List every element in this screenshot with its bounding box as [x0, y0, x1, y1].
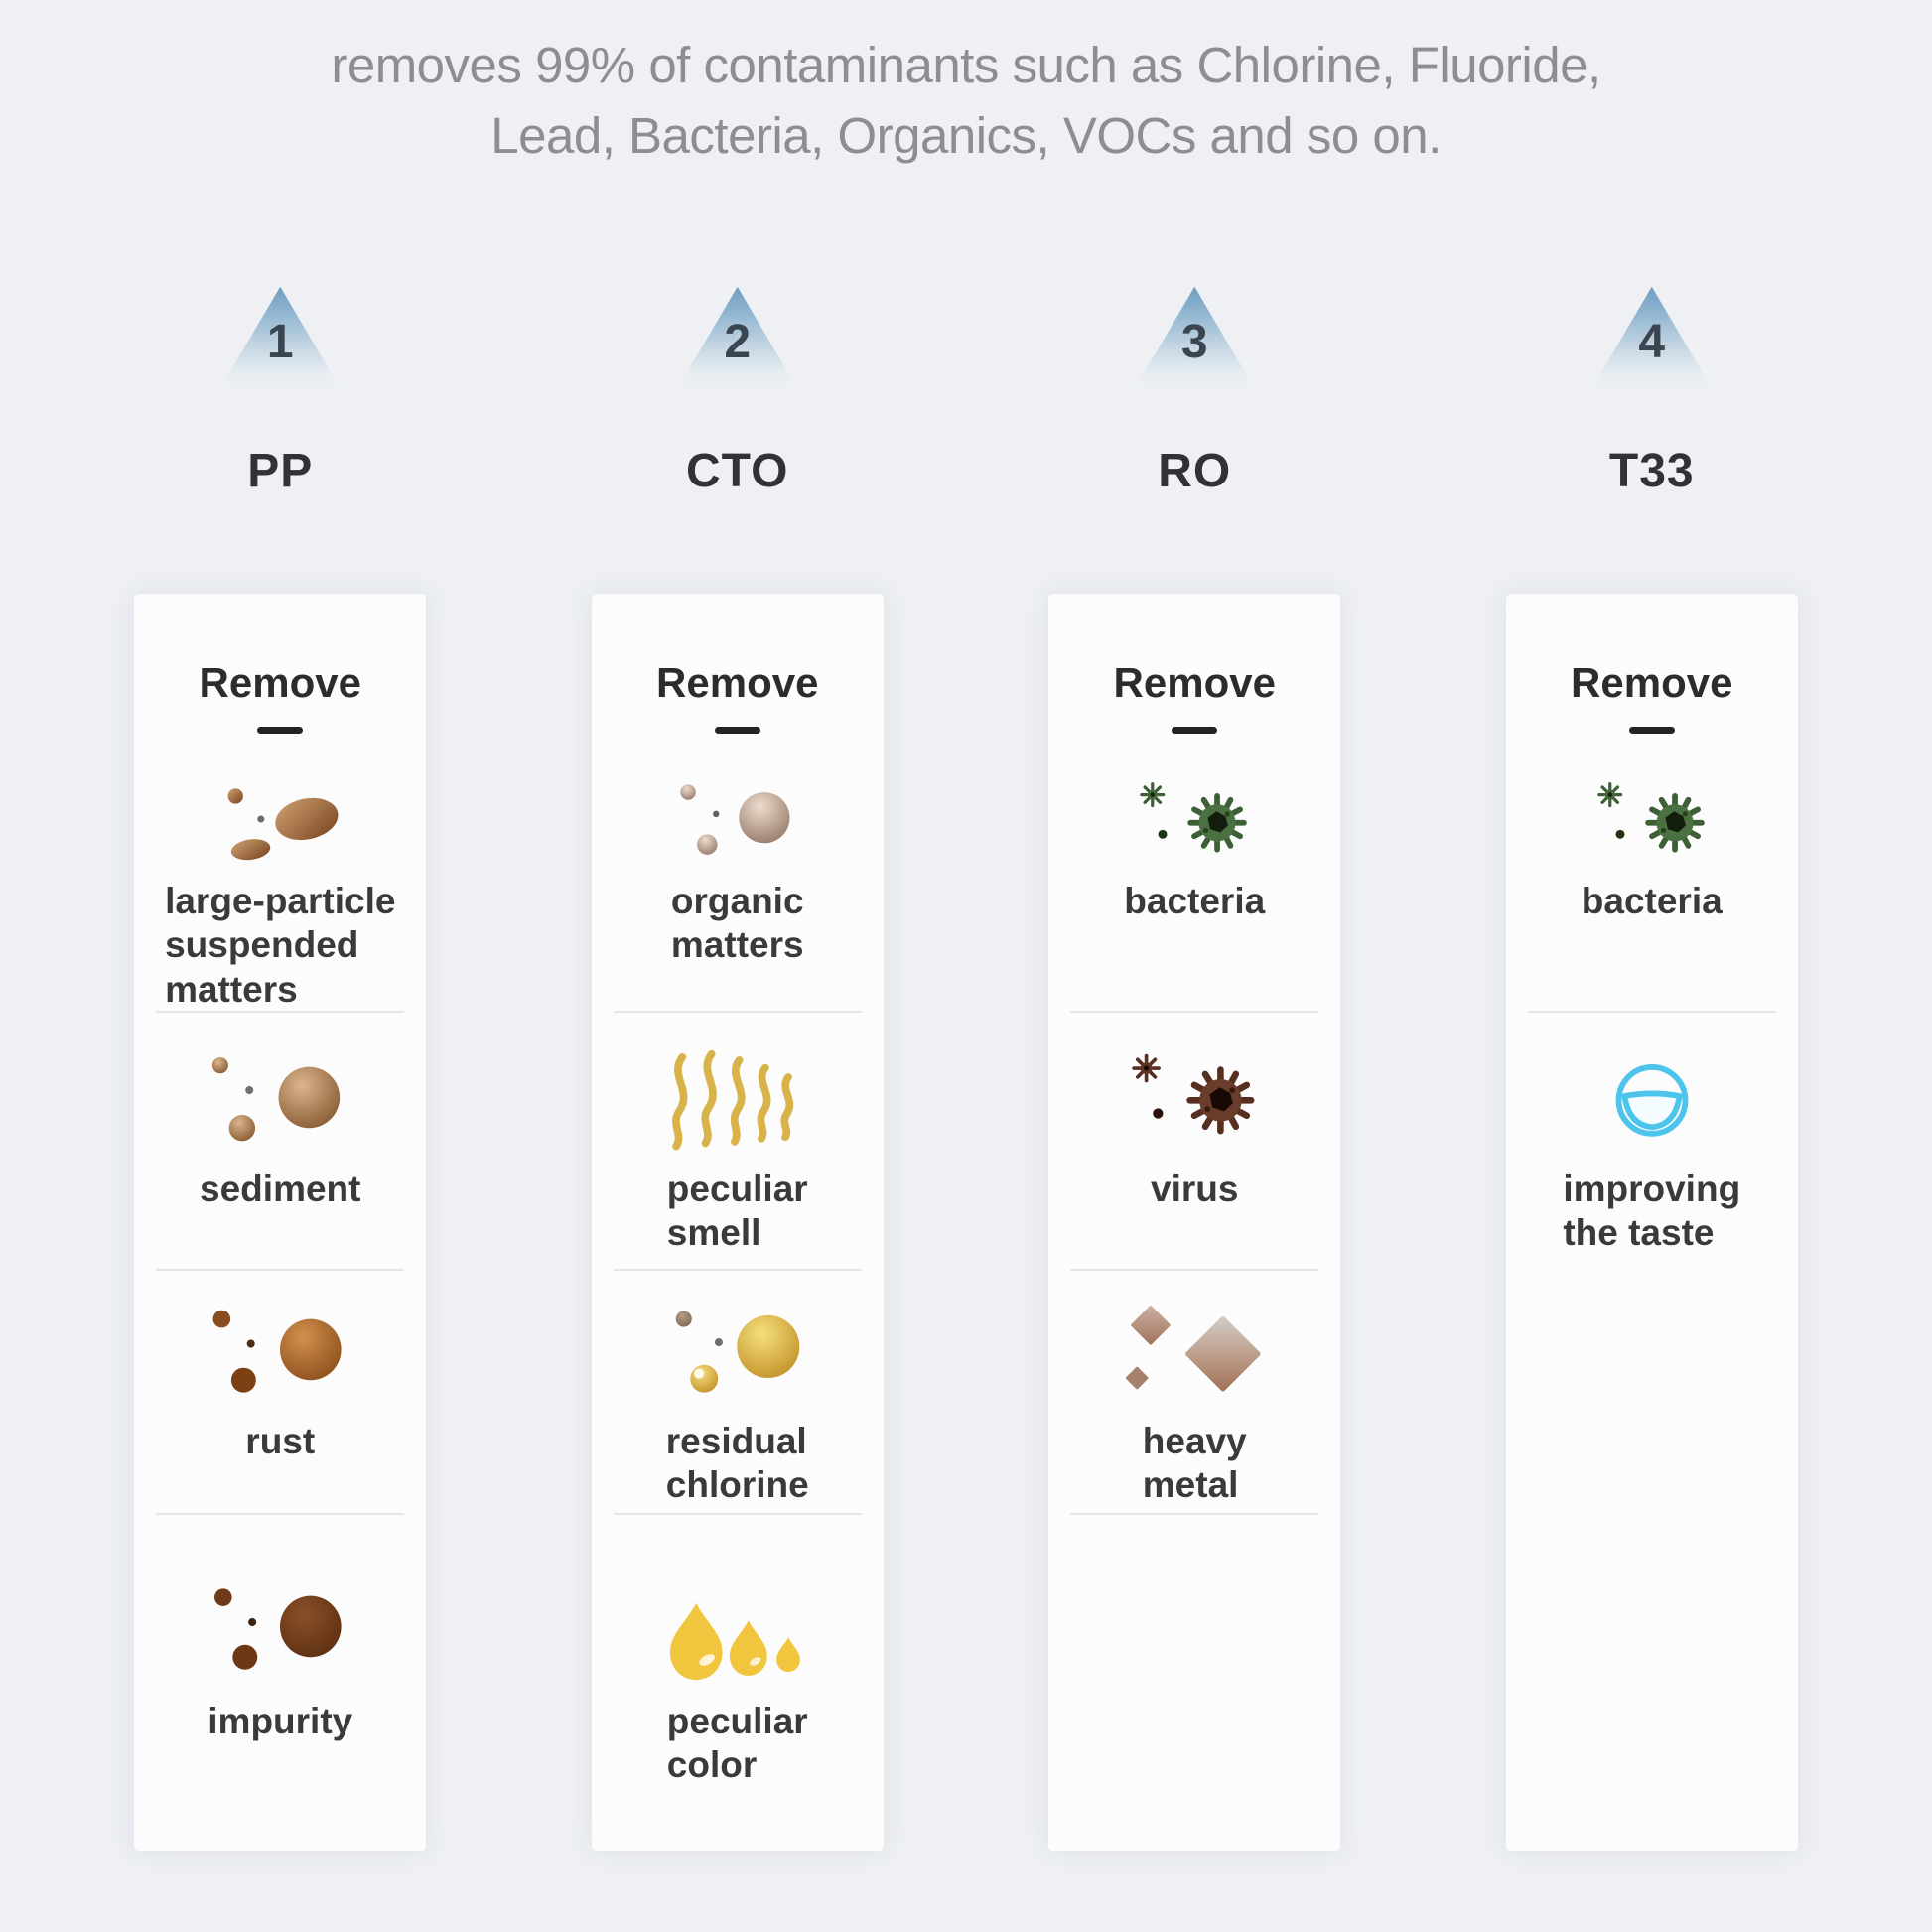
item-label: improving the taste — [1563, 1168, 1741, 1254]
item-list: bacteria virus heavy metal — [1048, 778, 1340, 1515]
stage-card-cto: Remove organic matters peculiar smell — [591, 593, 884, 1851]
item-divider — [613, 1268, 862, 1271]
item-label: bacteria — [1124, 880, 1266, 921]
organic-particles-icon — [592, 778, 884, 874]
list-item: bacteria — [1048, 778, 1340, 1013]
stage-column-t33: 4 T33 Remove bacteria — [1424, 286, 1881, 1851]
stage-4-triangle-icon: 4 — [1591, 286, 1712, 388]
list-item: impurity — [134, 1515, 426, 1847]
item-divider — [156, 1268, 405, 1271]
stage-code-pp: PP — [247, 444, 314, 497]
list-item: rust — [134, 1271, 426, 1515]
card-header: Remove — [134, 594, 426, 778]
item-label: residual chlorine — [665, 1420, 809, 1506]
smile-taste-icon — [1506, 1046, 1798, 1162]
bacteria-green-icon — [1506, 778, 1798, 874]
heavy-metal-diamonds-icon — [1048, 1299, 1340, 1414]
sediment-particles-icon — [134, 1046, 426, 1162]
stage-number: 2 — [724, 315, 752, 368]
stage-card-pp: Remove large-particle suspended matters … — [134, 593, 427, 1851]
card-header: Remove — [1048, 594, 1340, 778]
list-item: virus — [1048, 1013, 1340, 1271]
stage-column-cto: 2 CTO Remove organic matters — [509, 286, 967, 1851]
item-divider — [1070, 1512, 1319, 1515]
rust-particles-icon — [134, 1299, 426, 1414]
list-item: sediment — [134, 1013, 426, 1271]
stage-code-ro: RO — [1158, 444, 1232, 497]
stage-column-ro: 3 RO Remove bacteria — [966, 286, 1424, 1851]
remove-heading: Remove — [656, 658, 819, 706]
color-drops-icon — [592, 1579, 884, 1694]
dash-divider — [1628, 726, 1675, 734]
card-header: Remove — [1506, 594, 1798, 778]
item-label: impurity — [207, 1700, 353, 1741]
item-divider — [156, 1010, 405, 1013]
list-item: heavy metal — [1048, 1271, 1340, 1515]
item-label: peculiar smell — [666, 1168, 808, 1254]
item-label: heavy metal — [1142, 1420, 1247, 1506]
stage-code-t33: T33 — [1608, 444, 1695, 497]
dash-divider — [1172, 726, 1218, 734]
remove-heading: Remove — [199, 658, 361, 706]
smell-waves-icon — [592, 1046, 884, 1162]
stage-number: 1 — [266, 315, 294, 368]
item-label: rust — [245, 1420, 316, 1461]
item-divider — [1070, 1010, 1319, 1013]
stage-card-t33: Remove bacteria improving the taste — [1505, 593, 1798, 1851]
stage-1-triangle-icon: 1 — [220, 286, 341, 388]
chlorine-spheres-icon — [592, 1299, 884, 1414]
stage-code-cto: CTO — [686, 444, 789, 497]
stage-number: 4 — [1638, 315, 1666, 368]
item-list: organic matters peculiar smell residual … — [592, 778, 884, 1847]
stage-3-triangle-icon: 3 — [1135, 286, 1255, 388]
item-list: large-particle suspended matters sedimen… — [134, 778, 426, 1847]
item-divider — [156, 1512, 405, 1515]
bacteria-green-icon — [1048, 778, 1340, 874]
list-item: improving the taste — [1506, 1013, 1798, 1271]
stages-row: 1 PP Remove large-particle suspended mat… — [0, 286, 1932, 1851]
dash-divider — [257, 726, 304, 734]
stage-column-pp: 1 PP Remove large-particle suspended mat… — [52, 286, 509, 1851]
impurity-particles-icon — [134, 1579, 426, 1694]
item-label: organic matters — [670, 880, 804, 966]
item-label: sediment — [200, 1168, 361, 1209]
item-divider — [1527, 1010, 1776, 1013]
virus-dark-icon — [1048, 1046, 1340, 1162]
item-label: peculiar color — [666, 1700, 808, 1786]
headline: removes 99% of contaminants such as Chlo… — [331, 37, 1601, 165]
list-item: residual chlorine — [592, 1271, 884, 1515]
item-label: bacteria — [1581, 880, 1723, 921]
list-item: large-particle suspended matters — [134, 778, 426, 1013]
card-header: Remove — [592, 594, 884, 778]
item-list: bacteria improving the taste — [1506, 778, 1798, 1271]
remove-heading: Remove — [1571, 658, 1733, 706]
item-label: virus — [1151, 1168, 1239, 1209]
list-item: organic matters — [592, 778, 884, 1013]
stage-number: 3 — [1180, 315, 1208, 368]
stage-2-triangle-icon: 2 — [677, 286, 797, 388]
remove-heading: Remove — [1113, 658, 1276, 706]
list-item: peculiar smell — [592, 1013, 884, 1271]
stage-card-ro: Remove bacteria virus — [1048, 593, 1341, 1851]
item-divider — [1070, 1268, 1319, 1271]
brown-particles-icon — [134, 778, 426, 874]
dash-divider — [714, 726, 760, 734]
item-divider — [613, 1010, 862, 1013]
list-item: peculiar color — [592, 1515, 884, 1847]
list-item: bacteria — [1506, 778, 1798, 1013]
item-divider — [613, 1512, 862, 1515]
item-label: large-particle suspended matters — [165, 880, 396, 1010]
